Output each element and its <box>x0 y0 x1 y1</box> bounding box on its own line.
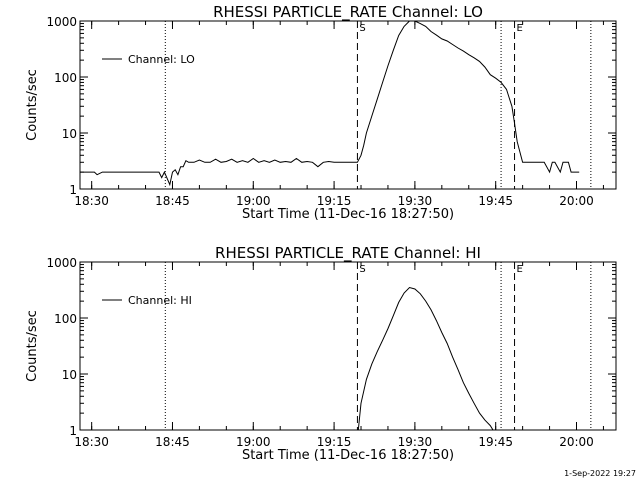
plot-frame <box>79 20 617 190</box>
x-tick-label: 19:45 <box>478 194 513 208</box>
x-tick-label: 19:30 <box>398 435 433 449</box>
y-tick-label: 1 <box>69 183 77 197</box>
x-tick-label: 18:30 <box>74 194 109 208</box>
x-tick-label: 19:00 <box>236 435 271 449</box>
panel-lo-channel: RHESSI PARTICLE_RATE Channel: LO 18:30 18:… <box>25 3 617 222</box>
x-tick-label: 19:15 <box>317 194 352 208</box>
chart-title: RHESSI PARTICLE_RATE Channel: HI <box>215 244 481 263</box>
plot-frame <box>79 261 617 431</box>
x-tick-label: 20:00 <box>559 435 594 449</box>
y-tick-label: 10 <box>62 127 77 141</box>
y-tick-label: 1 <box>69 424 77 438</box>
y-axis-label: Counts/sec <box>25 310 40 382</box>
x-tick-label: 18:30 <box>74 435 109 449</box>
marker-label: S <box>359 23 365 34</box>
y-tick-label: 100 <box>54 71 77 85</box>
series-line <box>357 286 494 431</box>
x-tick-label: 18:45 <box>155 194 190 208</box>
marker-label: S <box>359 264 365 275</box>
y-axis-label: Counts/sec <box>25 69 40 141</box>
y-tick-label: 10 <box>62 368 77 382</box>
x-tick-label: 19:15 <box>317 435 352 449</box>
x-tick-label: 19:00 <box>236 194 271 208</box>
x-tick-label: 20:00 <box>559 194 594 208</box>
y-tick-label: 1000 <box>46 256 77 270</box>
marker-label: E <box>517 23 523 34</box>
series-line <box>80 20 580 187</box>
x-tick-label: 19:45 <box>478 435 513 449</box>
timestamp: 1-Sep-2022 19:27 <box>564 469 636 478</box>
x-axis-label: Start Time (11-Dec-16 18:27:50) <box>242 207 454 222</box>
legend-entry: Channel: HI <box>128 294 192 307</box>
x-tick-label: 19:30 <box>398 194 433 208</box>
x-axis-label: Start Time (11-Dec-16 18:27:50) <box>242 448 454 463</box>
panel-hi-channel: RHESSI PARTICLE_RATE Channel: HI 18:30 18:… <box>25 244 617 463</box>
marker-label: E <box>517 264 523 275</box>
y-tick-label: 100 <box>54 312 77 326</box>
legend-entry: Channel: LO <box>128 53 195 66</box>
chart-title: RHESSI PARTICLE_RATE Channel: LO <box>213 3 483 22</box>
y-tick-label: 1000 <box>46 15 77 29</box>
x-tick-label: 18:45 <box>155 435 190 449</box>
